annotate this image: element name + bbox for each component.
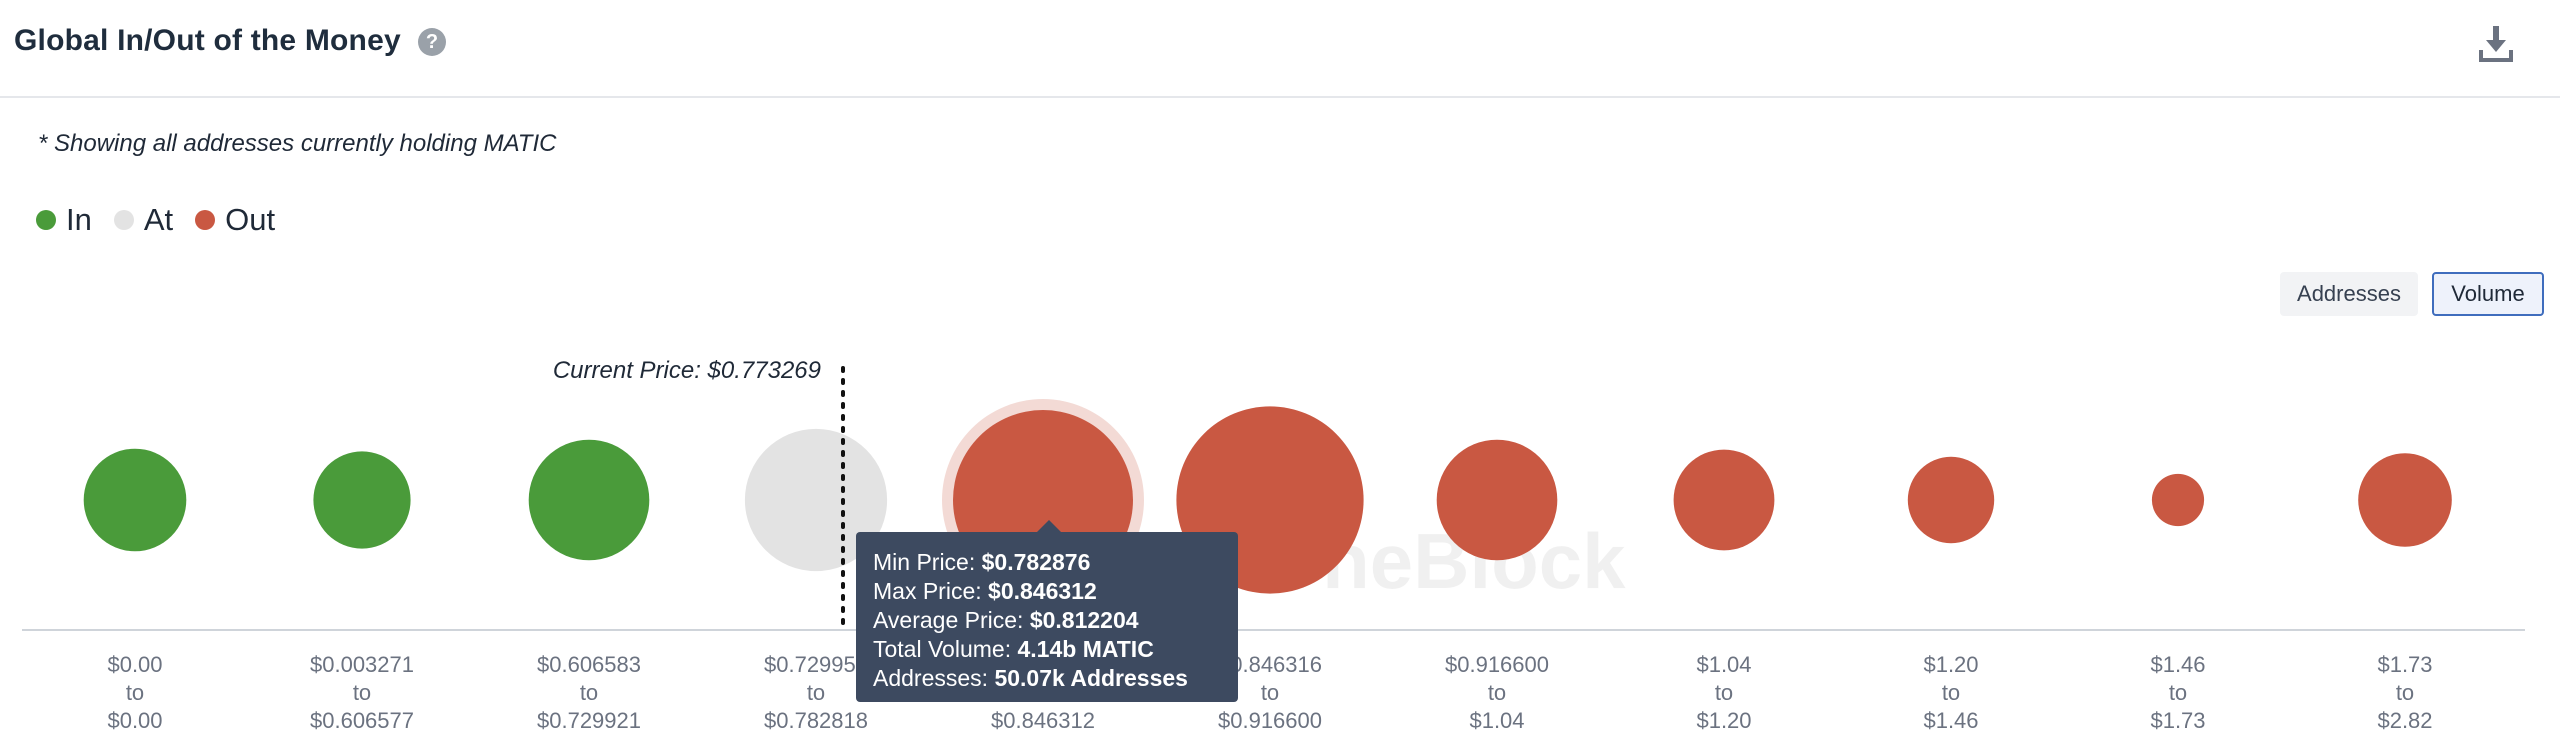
tooltip-total-volume: 4.14b MATIC (1017, 636, 1154, 662)
tooltip-avg-price: $0.812204 (1029, 607, 1139, 633)
tooltip-min-price: $0.782876 (981, 549, 1091, 575)
download-icon[interactable] (2478, 24, 2514, 64)
legend-label-at: At (143, 202, 174, 237)
x-tick-label-0-0: $0.00 (107, 652, 162, 677)
legend-label-out: Out (225, 202, 276, 237)
x-tick-label-1-1: to (353, 680, 371, 705)
x-tick-label-9-2: $1.73 (2150, 708, 2205, 733)
bubble-in-1[interactable] (313, 451, 411, 549)
x-tick-label-7-1: to (1715, 680, 1733, 705)
legend: In At Out (36, 202, 297, 238)
x-tick-label-10-1: to (2396, 680, 2414, 705)
x-tick-label-3-1: to (807, 680, 825, 705)
x-tick-label-5-2: $0.916600 (1218, 708, 1322, 733)
x-tick-label-7-2: $1.20 (1696, 708, 1751, 733)
x-tick-label-6-0: $0.916600 (1445, 652, 1549, 677)
x-tick-label-10-2: $2.82 (2377, 708, 2432, 733)
x-tick-label-8-1: to (1942, 680, 1960, 705)
x-tick-label-0-2: $0.00 (107, 708, 162, 733)
bubble-out-9[interactable] (2151, 473, 2205, 527)
tooltip-volume-row: Total Volume: 4.14b MATIC (873, 636, 1154, 662)
volume-toggle-button[interactable]: Volume (2432, 272, 2544, 316)
current-price-label: Current Price: $0.773269 (553, 357, 821, 384)
bubble-out-10[interactable] (2358, 453, 2452, 547)
x-tick-label-8-0: $1.20 (1923, 652, 1978, 677)
x-tick-label-3-2: $0.782818 (764, 708, 868, 733)
x-tick-label-8-2: $1.46 (1923, 708, 1978, 733)
legend-item-at[interactable]: At (113, 202, 174, 238)
bubble-in-2[interactable] (528, 439, 650, 561)
x-tick-label-10-0: $1.73 (2377, 652, 2432, 677)
legend-item-out[interactable]: Out (195, 202, 275, 238)
x-tick-label-2-2: $0.729921 (537, 708, 641, 733)
tooltip-max-price-row: Max Price: $0.846312 (873, 578, 1097, 604)
x-tick-label-2-0: $0.606583 (537, 652, 641, 677)
tooltip-min-price-row: Min Price: $0.782876 (873, 549, 1091, 575)
x-tick-label-9-0: $1.46 (2150, 652, 2205, 677)
legend-swatch-out (195, 210, 216, 230)
x-tick-label-5-1: to (1261, 680, 1279, 705)
bubble-tooltip: Min Price: $0.782876 Max Price: $0.84631… (856, 532, 1238, 702)
bubble-out-6[interactable] (1436, 439, 1558, 561)
x-tick-label-0-1: to (126, 680, 144, 705)
x-tick-label-6-1: to (1488, 680, 1506, 705)
chart-title: Global In/Out of the Money (14, 24, 401, 57)
bubble-out-7[interactable] (1673, 449, 1775, 551)
x-tick-label-4-2: $0.846312 (991, 708, 1095, 733)
x-tick-label-1-2: $0.606577 (310, 708, 414, 733)
tooltip-max-price: $0.846312 (988, 578, 1097, 604)
legend-item-in[interactable]: In (36, 202, 92, 238)
question-circle-icon[interactable]: ? (418, 28, 446, 56)
bubble-out-8[interactable] (1907, 456, 1995, 544)
x-tick-label-7-0: $1.04 (1696, 652, 1751, 677)
addresses-toggle-button[interactable]: Addresses (2280, 272, 2418, 316)
x-tick-label-1-0: $0.003271 (310, 652, 414, 677)
tooltip-avg-price-row: Average Price: $0.812204 (873, 607, 1139, 633)
bubble-at-3[interactable] (744, 428, 888, 572)
legend-label-in: In (66, 202, 92, 237)
legend-swatch-in (36, 210, 56, 230)
tooltip-arrow (1036, 520, 1062, 533)
tooltip-addresses: 50.07k Addresses (994, 665, 1188, 691)
tooltip-addresses-row: Addresses: 50.07k Addresses (873, 665, 1188, 691)
bubble-in-0[interactable] (83, 448, 187, 552)
x-tick-label-3-0: $0.729958 (764, 652, 868, 677)
x-tick-label-9-1: to (2169, 680, 2187, 705)
chart-header: Global In/Out of the Money ? (0, 0, 2560, 98)
holding-note: * Showing all addresses currently holdin… (38, 130, 557, 157)
x-tick-label-6-2: $1.04 (1469, 708, 1524, 733)
legend-swatch-at (113, 210, 134, 230)
iomap-bubble-chart: TheBlock$0.00to$0.00$0.003271to$0.606577… (22, 357, 2525, 733)
x-tick-label-2-1: to (580, 680, 598, 705)
